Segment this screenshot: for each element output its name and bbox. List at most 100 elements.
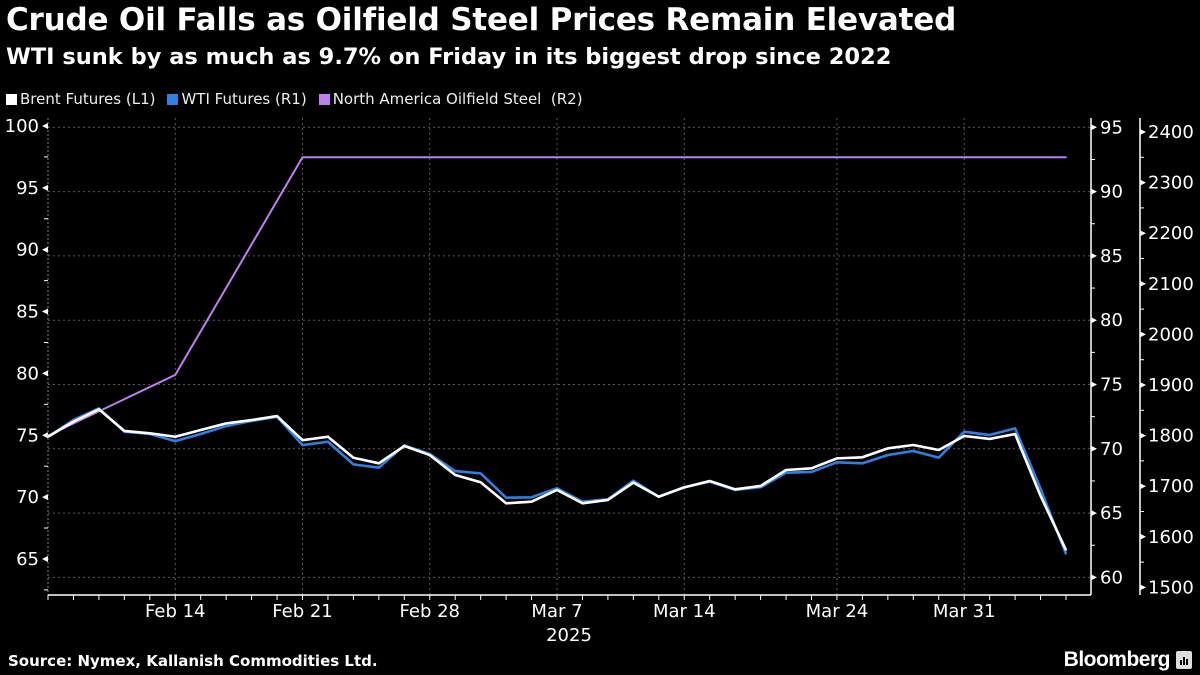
r2-axis-tick — [1140, 483, 1146, 490]
data-point-steel — [301, 156, 304, 159]
r2-axis-tick — [1140, 533, 1146, 540]
left-axis-tick-label: 85 — [16, 302, 39, 323]
data-point-brent — [225, 422, 227, 425]
left-axis-tick-label: 70 — [16, 487, 39, 508]
left-axis-tick — [42, 555, 48, 562]
data-point-brent — [861, 456, 864, 459]
source-note: Source: Nymex, Kallanish Commodities Ltd… — [8, 652, 378, 670]
data-point-brent — [759, 485, 762, 487]
data-point-brent — [479, 481, 482, 484]
data-point-brent — [734, 488, 736, 491]
r2-axis-tick — [1140, 230, 1146, 237]
data-point-wti — [352, 463, 355, 466]
data-point-wti — [937, 456, 940, 459]
r2-axis-tick-label: 2400 — [1148, 122, 1194, 143]
legend-item-wti: WTI Futures (R1) — [167, 90, 307, 108]
data-point-wti — [174, 440, 177, 442]
data-point-wti — [327, 440, 329, 443]
left-axis-tick-label: 100 — [5, 116, 39, 137]
r1-axis-tick-label: 70 — [1100, 439, 1123, 460]
left-axis-tick — [42, 308, 48, 315]
data-point-brent — [658, 495, 660, 498]
left-axis-tick-label: 75 — [16, 425, 39, 446]
left-axis-tick — [42, 432, 48, 439]
x-axis-tick-label: Feb 28 — [400, 601, 461, 622]
data-point-wti — [785, 471, 787, 474]
legend-label-wti: WTI Futures (R1) — [181, 90, 307, 108]
r1-axis-tick — [1091, 445, 1097, 452]
data-point-brent — [556, 489, 558, 491]
data-point-wti — [530, 496, 533, 499]
data-point-brent — [607, 499, 609, 501]
data-point-brent — [937, 449, 940, 451]
data-point-brent — [352, 456, 355, 459]
x-axis-tick-label: Mar 31 — [933, 601, 996, 622]
data-point-brent — [683, 486, 686, 489]
left-axis-tick-label: 65 — [16, 549, 39, 570]
left-axis-tick-label: 80 — [16, 363, 39, 384]
r1-axis-tick — [1091, 317, 1097, 324]
data-point-wti — [505, 496, 507, 499]
r2-axis-tick-label: 1500 — [1148, 577, 1194, 598]
legend-swatch-steel — [318, 93, 330, 105]
chart-subtitle: WTI sunk by as much as 9.7% on Friday in… — [6, 44, 892, 70]
data-point-brent — [887, 447, 889, 450]
data-point-brent — [836, 457, 838, 460]
data-point-wti — [1039, 487, 1042, 490]
legend: Brent Futures (L1) WTI Futures (R1) Nort… — [6, 90, 583, 108]
left-axis-tick-label: 95 — [16, 178, 39, 199]
legend-swatch-wti — [167, 93, 179, 105]
r1-axis-tick-label: 80 — [1100, 310, 1123, 331]
data-point-brent — [1039, 495, 1042, 497]
r2-axis-tick-label: 2000 — [1148, 324, 1194, 345]
data-point-steel — [683, 156, 686, 159]
x-axis-tick-label: Feb 21 — [272, 601, 333, 622]
data-point-wti — [963, 430, 965, 433]
data-point-wti — [479, 472, 482, 475]
data-point-brent — [47, 435, 49, 438]
data-point-wti — [225, 425, 227, 427]
data-point-brent — [1014, 433, 1016, 435]
data-point-wti — [556, 487, 558, 490]
data-point-brent — [403, 445, 406, 447]
data-point-wti — [199, 433, 202, 435]
data-point-wti — [810, 471, 813, 473]
data-point-steel — [556, 156, 558, 159]
data-point-brent — [581, 502, 584, 505]
bloomberg-logo: Bloomberg — [1064, 648, 1192, 672]
legend-item-brent: Brent Futures (L1) — [6, 90, 155, 108]
data-point-steel — [810, 156, 813, 159]
data-point-wti — [1065, 553, 1067, 555]
data-point-brent — [454, 474, 457, 476]
data-point-brent — [98, 408, 100, 411]
data-point-wti — [1014, 427, 1016, 430]
data-point-brent — [428, 454, 431, 456]
data-point-wti — [861, 462, 864, 465]
data-point-steel — [174, 374, 177, 376]
chart-title: Crude Oil Falls as Oilfield Steel Prices… — [6, 2, 957, 38]
x-axis-year-label: 2025 — [546, 625, 592, 646]
data-point-brent — [199, 429, 202, 431]
left-axis-tick — [42, 246, 48, 253]
left-axis-tick — [42, 370, 48, 377]
r1-axis-tick — [1091, 252, 1097, 259]
data-point-brent — [632, 481, 635, 484]
r2-axis-tick-label: 2100 — [1148, 274, 1194, 295]
r1-axis-tick-label: 60 — [1100, 567, 1123, 588]
r2-axis-tick — [1140, 331, 1146, 338]
r1-axis-tick-label: 65 — [1100, 503, 1123, 524]
data-point-wti — [988, 434, 991, 436]
data-point-wti — [378, 466, 380, 469]
r2-axis-tick — [1140, 432, 1146, 439]
legend-label-steel: North America Oilfield Steel (R2) — [332, 90, 583, 108]
data-point-brent — [72, 420, 75, 423]
data-point-brent — [912, 444, 915, 446]
data-point-steel — [1065, 156, 1067, 159]
r2-axis-tick-label: 2200 — [1148, 223, 1194, 244]
r2-axis-tick — [1140, 280, 1146, 287]
r1-axis-tick-label: 90 — [1100, 182, 1123, 203]
r2-axis-tick — [1140, 179, 1146, 186]
data-point-wti — [632, 479, 635, 482]
bloomberg-wordmark: Bloomberg — [1063, 648, 1171, 671]
